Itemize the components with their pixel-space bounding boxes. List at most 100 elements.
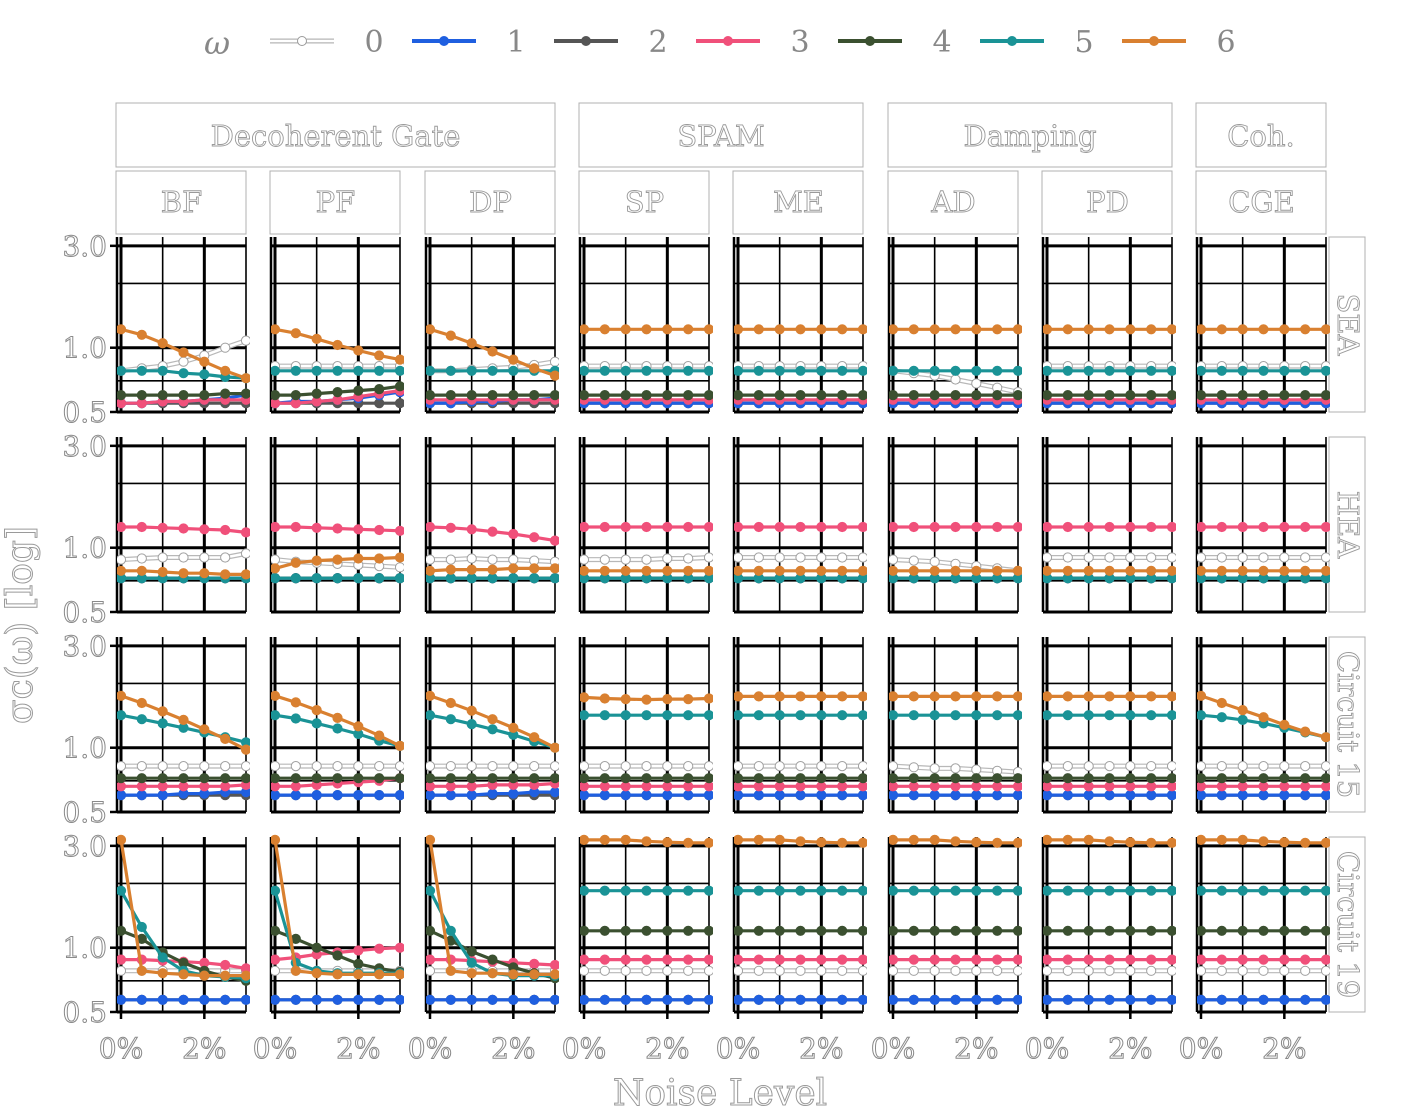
data-point [1320, 521, 1330, 533]
data-point [620, 324, 631, 335]
data-point [1216, 885, 1227, 896]
data-point [908, 834, 919, 846]
data-point [703, 521, 713, 533]
data-point [1166, 885, 1176, 896]
group-strip-label: Decoherent Gate [211, 119, 461, 153]
data-point [1258, 390, 1269, 401]
data-point [426, 565, 436, 576]
data-point [641, 565, 652, 576]
data-point [1197, 390, 1207, 401]
data-point [1083, 691, 1094, 702]
series-omega-4 [426, 390, 559, 401]
panel-hea-sp [578, 437, 713, 614]
data-point [271, 563, 281, 574]
panel-series [1043, 691, 1176, 801]
data-point [774, 710, 785, 721]
series-omega-6 [426, 834, 559, 980]
data-point [753, 773, 764, 784]
column-strip-label: CGE [1228, 185, 1295, 219]
data-point [1062, 954, 1073, 965]
panel-hea-me [732, 437, 867, 614]
panel-background [734, 837, 863, 1012]
data-point [332, 365, 343, 376]
data-point [157, 790, 168, 801]
panel-series [117, 521, 250, 584]
data-point [1166, 324, 1176, 335]
data-point [599, 834, 610, 846]
data-point [466, 968, 477, 979]
data-point [703, 837, 713, 848]
panel-circuit-19-pd [1041, 834, 1176, 1014]
data-point [1237, 565, 1248, 576]
panel-background [271, 237, 400, 412]
panel-sea-me [732, 237, 867, 414]
data-point [1237, 965, 1248, 976]
column-strip-label: ME [773, 185, 824, 219]
data-point [816, 773, 827, 784]
data-point [929, 773, 940, 784]
data-point [641, 324, 652, 335]
data-point [487, 564, 498, 575]
data-point [117, 761, 127, 772]
data-point [662, 390, 673, 401]
legend-marker [581, 36, 591, 46]
data-point [1237, 552, 1248, 563]
series-omega-0 [271, 761, 404, 772]
data-point [311, 994, 322, 1005]
data-point [857, 761, 867, 772]
series-omega-5 [1043, 365, 1176, 376]
series-omega-6 [271, 324, 404, 365]
data-point [394, 562, 404, 573]
data-point [271, 790, 281, 801]
series-omega-3 [580, 781, 713, 792]
y-tick-label: 3.0 [62, 430, 107, 463]
series-omega-5 [734, 885, 867, 896]
legend-entry-4: 4 [838, 25, 952, 60]
panel-series [426, 834, 559, 1005]
data-point [311, 705, 322, 716]
data-point [1216, 552, 1227, 563]
data-point [199, 390, 210, 401]
data-point [1146, 324, 1157, 335]
data-point [599, 925, 610, 936]
panel-series [734, 521, 867, 584]
data-point [1012, 965, 1022, 976]
data-point [1258, 965, 1269, 976]
data-point [620, 365, 631, 376]
data-point [734, 761, 744, 772]
data-point [1104, 836, 1115, 847]
data-point [1062, 521, 1073, 533]
data-point [426, 365, 436, 376]
data-point [394, 740, 404, 751]
data-point [1125, 365, 1136, 376]
data-point [487, 773, 498, 784]
data-point [199, 994, 210, 1005]
panel-circuit-19-me [732, 834, 867, 1014]
data-point [178, 773, 189, 784]
data-point [1083, 324, 1094, 335]
data-point [580, 521, 590, 533]
data-point [703, 773, 713, 784]
data-point [1125, 965, 1136, 976]
data-point [753, 761, 764, 772]
data-point [1279, 719, 1290, 730]
data-point [1083, 965, 1094, 976]
data-point [774, 834, 785, 846]
data-point [1125, 565, 1136, 576]
data-point [971, 691, 982, 702]
series-omega-3 [734, 954, 867, 965]
data-point [1279, 521, 1290, 533]
data-point [992, 691, 1003, 702]
series-omega-6 [1197, 565, 1330, 576]
data-point [117, 690, 127, 701]
data-point [795, 925, 806, 936]
series-omega-1 [271, 994, 404, 1005]
data-point [1062, 365, 1073, 376]
data-point [683, 710, 694, 721]
data-point [466, 390, 477, 401]
series-omega-4 [1043, 925, 1176, 936]
series-omega-6 [734, 565, 867, 576]
data-point [908, 710, 919, 721]
data-point [1012, 565, 1022, 576]
data-point [1279, 965, 1290, 976]
